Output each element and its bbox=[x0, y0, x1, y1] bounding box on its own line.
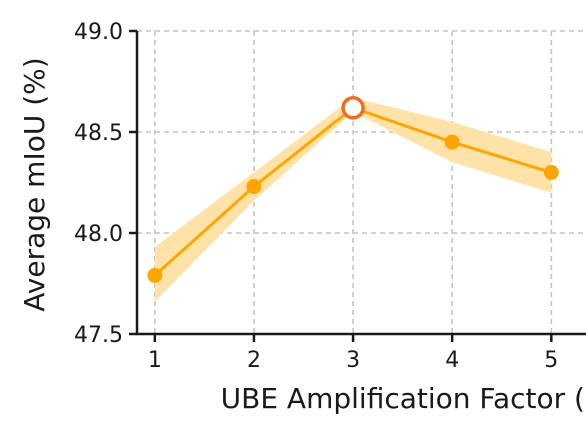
y-tick-label-47.5: 47.5 bbox=[74, 323, 123, 348]
x-tick-label-5: 5 bbox=[544, 348, 558, 373]
x-axis-title: UBE Amplification Factor (α) bbox=[221, 382, 586, 415]
x-tick-label-2: 2 bbox=[247, 348, 261, 373]
y-axis-title: Average mIoU (%) bbox=[18, 57, 51, 311]
y-tick-label-48.0: 48.0 bbox=[74, 222, 123, 247]
confidence-band bbox=[154, 97, 552, 302]
y-tick-label-49.0: 49.0 bbox=[74, 20, 123, 45]
data-points bbox=[147, 96, 559, 283]
data-point-5 bbox=[543, 164, 559, 180]
highlight-point-best bbox=[341, 96, 365, 120]
ticks: 1 2 3 4 5 47.5 48.0 48.5 49.0 bbox=[74, 20, 558, 373]
data-point-1 bbox=[147, 267, 163, 283]
data-point-4 bbox=[444, 134, 460, 150]
axes bbox=[135, 31, 586, 336]
x-tick-label-1: 1 bbox=[148, 348, 162, 373]
x-tick-label-3: 3 bbox=[346, 348, 360, 373]
x-tick-label-4: 4 bbox=[445, 348, 459, 373]
y-tick-label-48.5: 48.5 bbox=[74, 121, 123, 146]
data-point-2 bbox=[246, 179, 262, 195]
